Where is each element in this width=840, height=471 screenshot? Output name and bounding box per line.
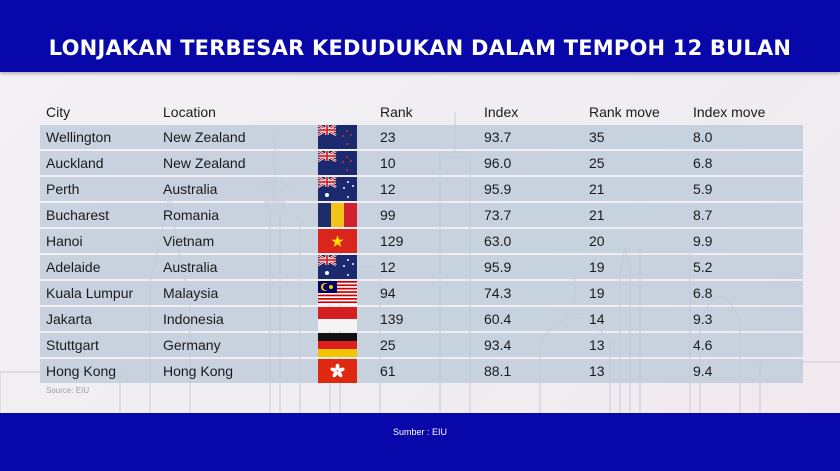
table-row: Kuala Lumpur Malaysia 94 74.3 19 6.8 bbox=[40, 281, 803, 305]
table-source-note: Source: EIU bbox=[46, 386, 90, 395]
rank-move-cell: 13 bbox=[589, 337, 605, 353]
rank-move-cell: 13 bbox=[589, 363, 605, 379]
table-row: Auckland New Zealand 10 96.0 25 6.8 bbox=[40, 151, 803, 175]
index-move-cell: 6.8 bbox=[693, 155, 713, 171]
column-header-index-move: Index move bbox=[693, 104, 766, 120]
index-cell: 60.4 bbox=[484, 311, 512, 327]
city-cell: Stuttgart bbox=[46, 337, 99, 353]
location-cell: Malaysia bbox=[163, 285, 219, 301]
column-header-rank: Rank bbox=[380, 104, 413, 120]
index-move-cell: 9.3 bbox=[693, 311, 713, 327]
table-row: Wellington New Zealand 23 93.7 35 8.0 bbox=[40, 125, 803, 149]
rank-move-cell: 19 bbox=[589, 259, 605, 275]
rank-cell: 94 bbox=[380, 285, 396, 301]
rank-move-cell: 19 bbox=[589, 285, 605, 301]
rank-cell: 12 bbox=[380, 259, 396, 275]
location-cell: New Zealand bbox=[163, 155, 246, 171]
city-cell: Adelaide bbox=[46, 259, 101, 275]
content-area: City Location Rank Index Rank move Index… bbox=[0, 72, 840, 413]
index-move-cell: 8.0 bbox=[693, 129, 713, 145]
footer-banner: Sumber : EIU bbox=[0, 413, 840, 471]
table-row: Hanoi Vietnam 129 63.0 20 9.9 bbox=[40, 229, 803, 253]
location-cell: Indonesia bbox=[163, 311, 224, 327]
column-header-index: Index bbox=[484, 104, 519, 120]
romania-flag-icon bbox=[318, 203, 357, 227]
table-row: Stuttgart Germany 25 93.4 13 4.6 bbox=[40, 333, 803, 357]
location-cell: Germany bbox=[163, 337, 221, 353]
index-move-cell: 5.9 bbox=[693, 181, 713, 197]
city-cell: Hong Kong bbox=[46, 363, 117, 379]
index-cell: 93.4 bbox=[484, 337, 512, 353]
table-row: Perth Australia 12 95.9 21 5.9 bbox=[40, 177, 803, 201]
rank-move-cell: 35 bbox=[589, 129, 605, 145]
index-cell: 95.9 bbox=[484, 259, 512, 275]
index-cell: 88.1 bbox=[484, 363, 512, 379]
rank-cell: 99 bbox=[380, 207, 396, 223]
table-header-row: City Location Rank Index Rank move Index… bbox=[40, 102, 803, 124]
index-move-cell: 9.4 bbox=[693, 363, 713, 379]
rank-move-cell: 21 bbox=[589, 181, 605, 197]
index-cell: 73.7 bbox=[484, 207, 512, 223]
index-cell: 63.0 bbox=[484, 233, 512, 249]
index-cell: 95.9 bbox=[484, 181, 512, 197]
australia-flag-icon bbox=[318, 255, 357, 279]
indonesia-flag-icon bbox=[318, 307, 357, 331]
location-cell: New Zealand bbox=[163, 129, 246, 145]
rank-move-cell: 21 bbox=[589, 207, 605, 223]
page-title: LONJAKAN TERBESAR KEDUDUKAN DALAM TEMPOH… bbox=[48, 36, 792, 60]
table-row: Bucharest Romania 99 73.7 21 8.7 bbox=[40, 203, 803, 227]
column-header-rank-move: Rank move bbox=[589, 104, 660, 120]
hong-kong-flag-icon bbox=[318, 359, 357, 383]
rank-cell: 61 bbox=[380, 363, 396, 379]
malaysia-flag-icon bbox=[318, 281, 357, 305]
index-move-cell: 8.7 bbox=[693, 207, 713, 223]
column-header-city: City bbox=[46, 104, 71, 120]
germany-flag-icon bbox=[318, 333, 357, 357]
location-cell: Australia bbox=[163, 259, 218, 275]
source-credit: Sumber : EIU bbox=[392, 427, 448, 437]
index-cell: 93.7 bbox=[484, 129, 512, 145]
index-move-cell: 9.9 bbox=[693, 233, 713, 249]
index-cell: 74.3 bbox=[484, 285, 512, 301]
rank-cell: 139 bbox=[380, 311, 404, 327]
header-banner: LONJAKAN TERBESAR KEDUDUKAN DALAM TEMPOH… bbox=[0, 0, 840, 72]
rank-cell: 23 bbox=[380, 129, 396, 145]
australia-flag-icon bbox=[318, 177, 357, 201]
index-move-cell: 5.2 bbox=[693, 259, 713, 275]
city-cell: Hanoi bbox=[46, 233, 83, 249]
table-row: Hong Kong Hong Kong 61 88.1 13 9.4 bbox=[40, 359, 803, 383]
city-cell: Bucharest bbox=[46, 207, 110, 223]
rank-move-cell: 20 bbox=[589, 233, 605, 249]
index-cell: 96.0 bbox=[484, 155, 512, 171]
column-header-location: Location bbox=[163, 104, 216, 120]
rank-move-cell: 25 bbox=[589, 155, 605, 171]
city-cell: Wellington bbox=[46, 129, 112, 145]
table-row: Jakarta Indonesia 139 60.4 14 9.3 bbox=[40, 307, 803, 331]
location-cell: Hong Kong bbox=[163, 363, 234, 379]
index-move-cell: 6.8 bbox=[693, 285, 713, 301]
location-cell: Australia bbox=[163, 181, 218, 197]
index-move-cell: 4.6 bbox=[693, 337, 713, 353]
location-cell: Romania bbox=[163, 207, 220, 223]
new-zealand-flag-icon bbox=[318, 151, 357, 175]
location-cell: Vietnam bbox=[163, 233, 215, 249]
rank-cell: 129 bbox=[380, 233, 404, 249]
rank-cell: 10 bbox=[380, 155, 396, 171]
city-cell: Jakarta bbox=[46, 311, 92, 327]
rank-cell: 12 bbox=[380, 181, 396, 197]
table-row: Adelaide Australia 12 95.9 19 5.2 bbox=[40, 255, 803, 279]
rank-move-cell: 14 bbox=[589, 311, 605, 327]
city-cell: Auckland bbox=[46, 155, 104, 171]
city-cell: Perth bbox=[46, 181, 80, 197]
vietnam-flag-icon bbox=[318, 229, 357, 253]
city-cell: Kuala Lumpur bbox=[46, 285, 134, 301]
rank-cell: 25 bbox=[380, 337, 396, 353]
new-zealand-flag-icon bbox=[318, 125, 357, 149]
